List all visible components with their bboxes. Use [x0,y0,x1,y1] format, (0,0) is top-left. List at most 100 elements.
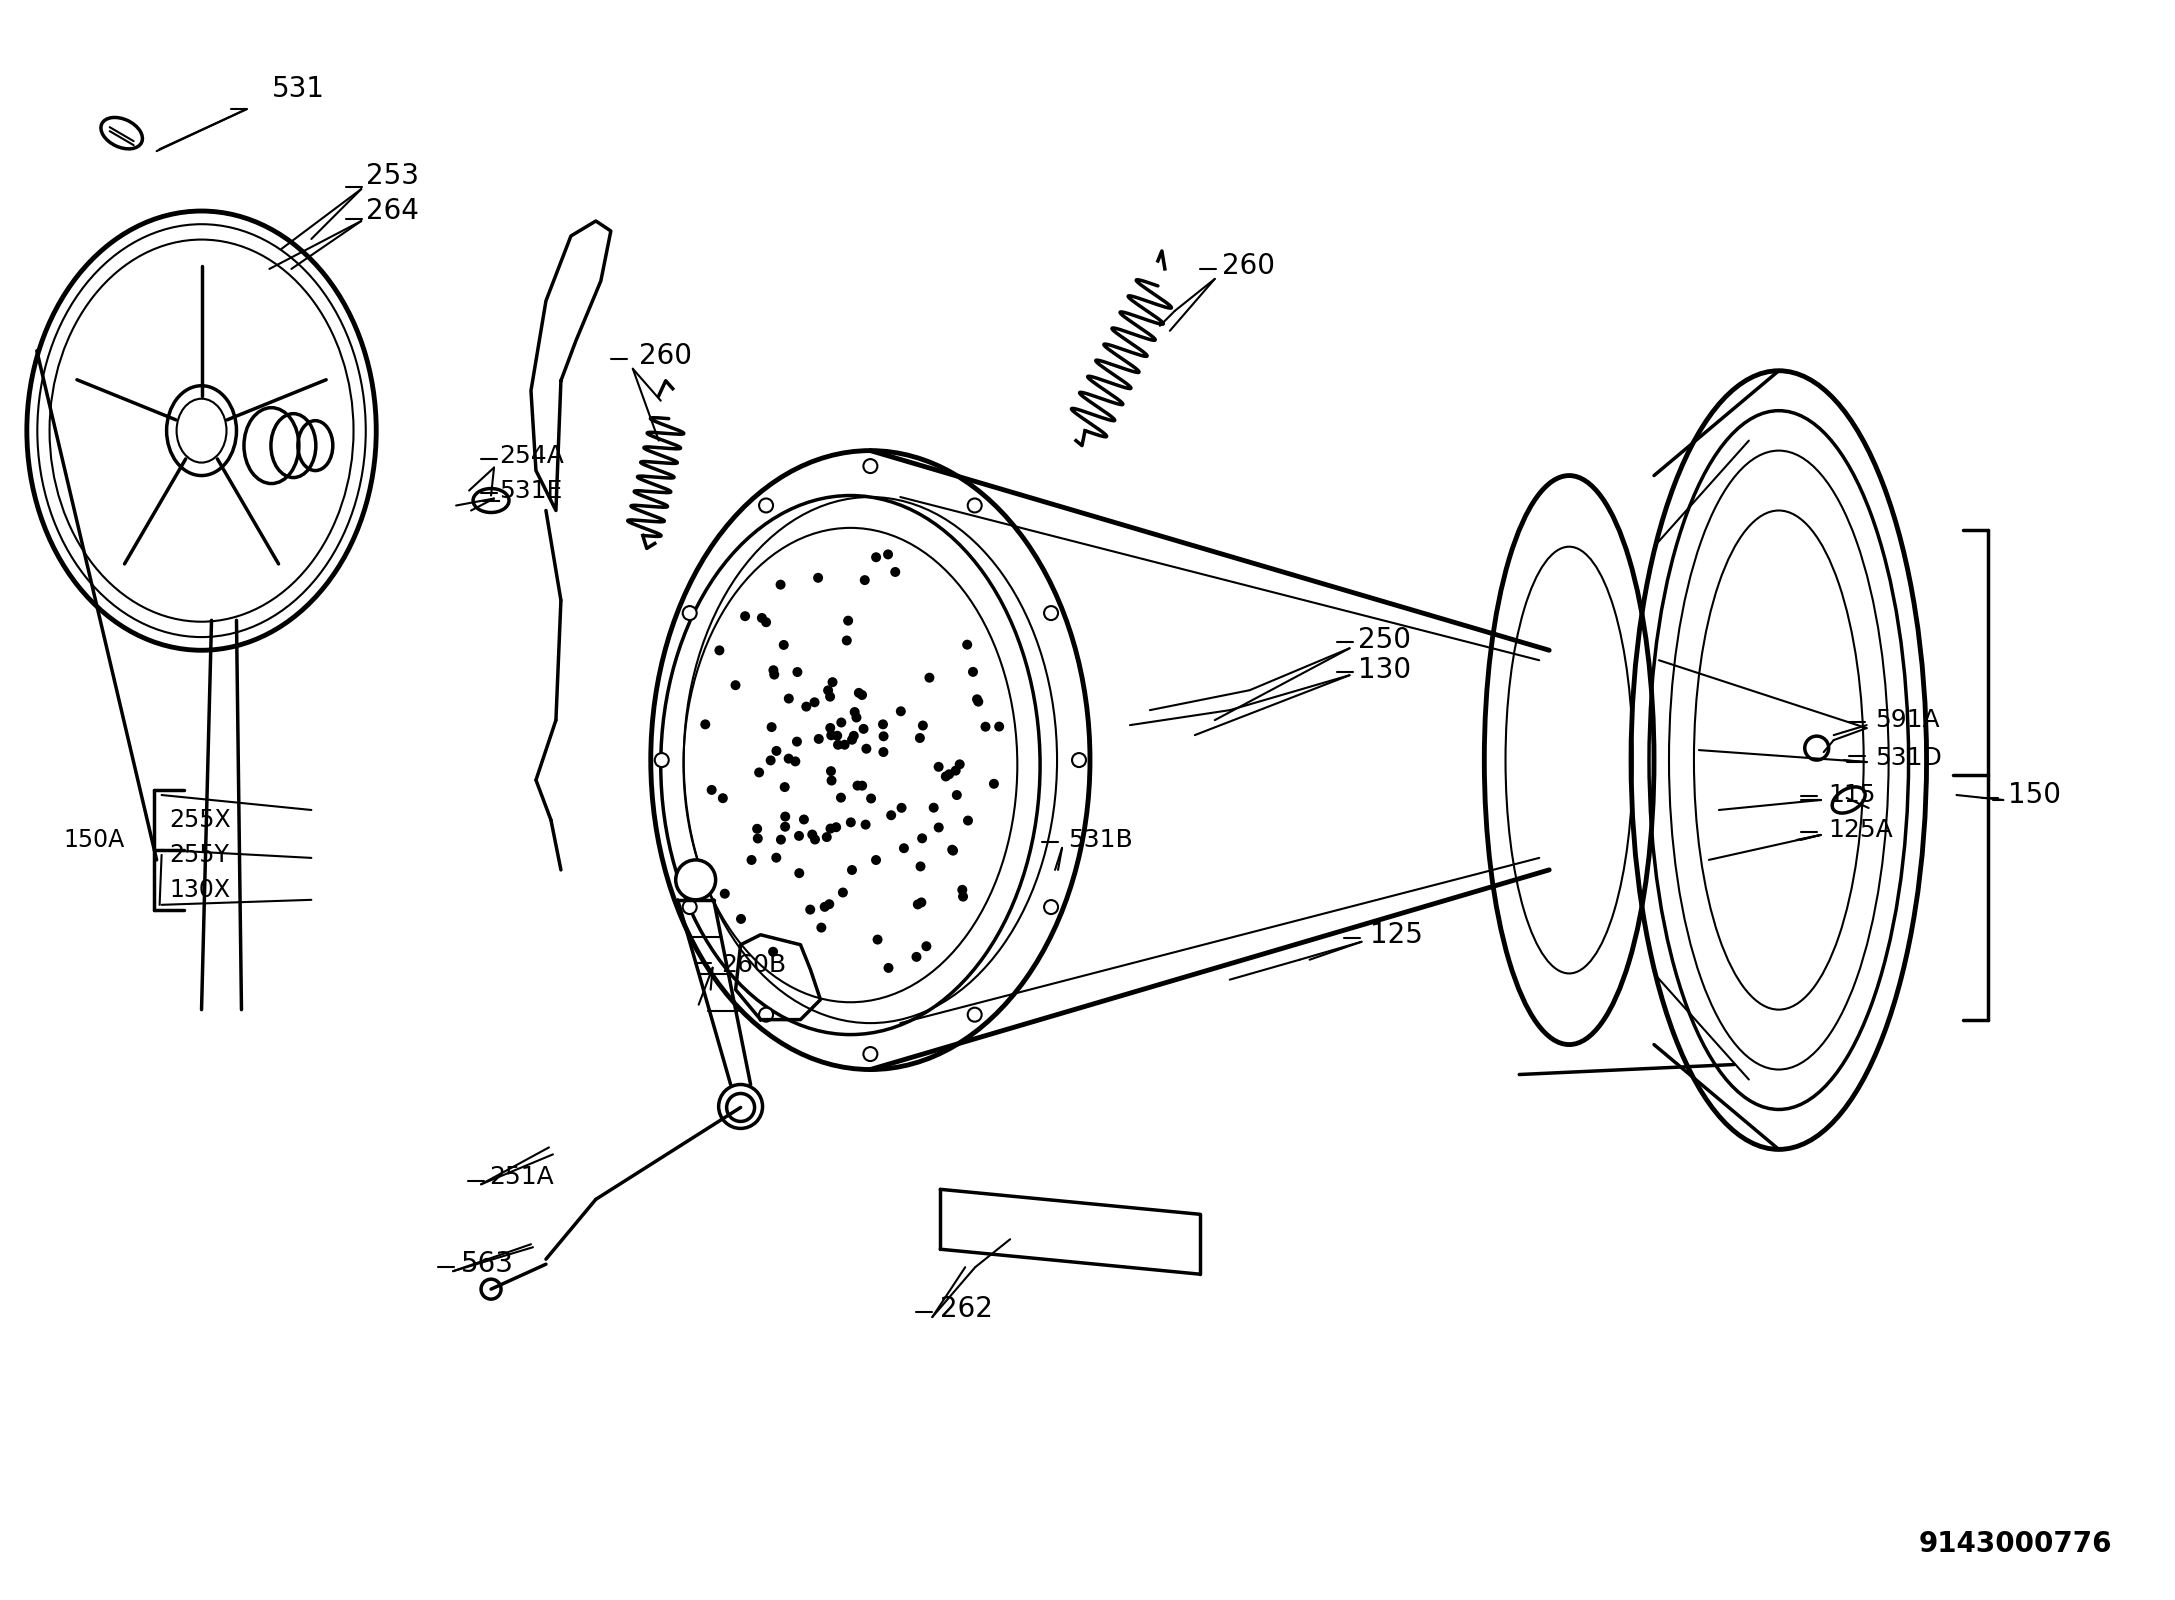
Text: 260: 260 [639,342,692,370]
Circle shape [822,832,831,842]
Circle shape [824,899,835,909]
Circle shape [783,693,794,704]
Circle shape [957,885,968,894]
Circle shape [842,635,853,645]
Circle shape [759,1008,772,1022]
Circle shape [968,499,981,512]
Circle shape [1805,736,1829,760]
Circle shape [855,688,863,698]
Circle shape [1044,901,1057,914]
Circle shape [809,698,820,707]
Circle shape [790,757,800,766]
Text: 130: 130 [1357,656,1412,685]
Circle shape [833,739,844,750]
Circle shape [857,690,868,699]
Circle shape [879,720,887,730]
Text: 260: 260 [1222,251,1275,280]
Circle shape [848,731,859,741]
Circle shape [948,846,957,856]
Circle shape [713,645,724,656]
Circle shape [837,717,846,728]
Circle shape [953,790,961,800]
Ellipse shape [100,117,141,149]
Circle shape [813,573,822,582]
Text: 125: 125 [1370,920,1422,949]
Circle shape [924,672,935,683]
Circle shape [776,835,785,845]
Circle shape [781,822,790,832]
Circle shape [761,618,772,627]
Circle shape [898,843,909,853]
Circle shape [950,766,961,776]
Circle shape [916,898,927,907]
Text: 260B: 260B [720,952,785,976]
Circle shape [783,754,794,763]
Circle shape [883,549,894,560]
Circle shape [981,722,990,731]
Circle shape [837,888,848,898]
Circle shape [683,901,696,914]
Circle shape [840,739,850,750]
Circle shape [794,830,805,842]
Circle shape [933,822,944,832]
Circle shape [859,574,870,586]
Circle shape [792,667,803,677]
Text: 9143000776: 9143000776 [1918,1530,2112,1558]
Circle shape [718,794,729,803]
Circle shape [961,640,972,650]
Circle shape [957,891,968,901]
Circle shape [942,771,950,781]
Text: 262: 262 [940,1294,994,1323]
Circle shape [914,899,922,909]
Circle shape [781,811,790,821]
Circle shape [655,754,668,766]
Circle shape [918,720,929,731]
Circle shape [885,810,896,821]
Circle shape [753,834,763,843]
Circle shape [707,786,716,795]
Circle shape [859,723,868,734]
Circle shape [820,902,829,912]
Circle shape [896,803,907,813]
Circle shape [850,712,861,723]
Circle shape [776,579,785,590]
Circle shape [846,866,857,875]
Circle shape [826,730,835,741]
Circle shape [922,941,931,952]
Circle shape [918,834,927,843]
Circle shape [772,853,781,862]
Circle shape [824,691,835,702]
Text: 254A: 254A [498,443,563,467]
Text: 531B: 531B [1068,827,1133,851]
Circle shape [826,677,837,686]
Circle shape [794,869,805,878]
Circle shape [731,680,740,690]
Text: 264: 264 [365,197,420,226]
Circle shape [853,781,863,790]
Circle shape [826,824,835,834]
Circle shape [944,770,955,779]
Circle shape [779,640,790,650]
Circle shape [955,760,966,770]
Circle shape [916,733,924,742]
Circle shape [833,731,842,741]
Circle shape [846,734,857,744]
Circle shape [826,776,837,786]
Circle shape [866,794,877,803]
Circle shape [870,854,881,866]
Circle shape [792,736,803,747]
Circle shape [968,667,979,677]
Circle shape [916,861,927,872]
Circle shape [861,819,870,830]
Circle shape [683,606,696,621]
Circle shape [863,459,877,474]
Circle shape [990,779,998,789]
Circle shape [863,1046,877,1061]
Circle shape [844,616,853,626]
Circle shape [779,782,790,792]
Circle shape [972,696,983,707]
Circle shape [850,707,859,717]
Text: 115: 115 [1829,782,1877,806]
Circle shape [1044,606,1057,621]
Circle shape [846,818,855,827]
